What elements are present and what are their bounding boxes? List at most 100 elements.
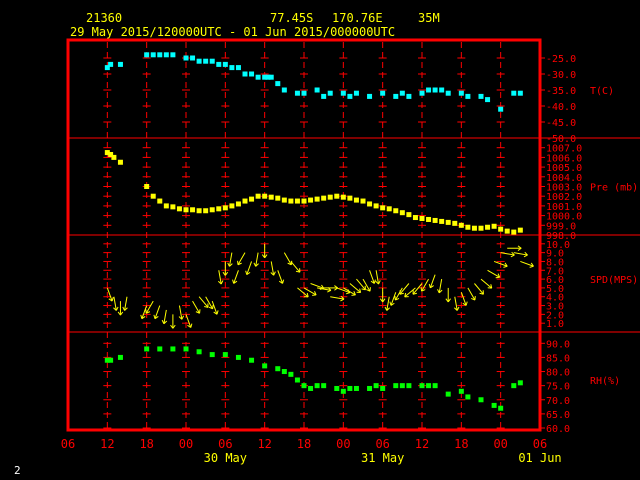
wind-arrow-shaft	[317, 287, 331, 291]
wind-arrow-shaft	[185, 314, 192, 328]
wind-arrow	[153, 305, 161, 320]
wind-arrow	[245, 261, 253, 276]
temperature-point	[347, 93, 353, 99]
wind-arrow-head	[261, 254, 266, 259]
pressure-point	[504, 228, 510, 234]
wind-arrow-head	[386, 307, 391, 311]
wind-arrow-head	[170, 324, 174, 329]
temperature-point	[327, 90, 333, 96]
temperature-point	[393, 93, 399, 99]
wind-arrow	[399, 283, 410, 295]
wind-arrow-head	[465, 301, 468, 306]
wind-arrow	[261, 243, 268, 259]
station-height: 35M	[418, 11, 440, 25]
humidity-point	[491, 402, 497, 408]
pressure-point	[340, 194, 346, 200]
wind-arrow-head	[163, 320, 168, 325]
wind-arrow-head	[430, 285, 434, 289]
pressure-point	[314, 196, 320, 202]
wind-arrow-head	[117, 311, 121, 316]
temperature-point	[216, 61, 222, 67]
wind-arrow-head	[428, 283, 431, 288]
pressure-point	[275, 195, 281, 201]
y-tick-label: 1000.0	[546, 212, 582, 223]
wind-arrow-shaft	[283, 252, 292, 266]
pressure-point	[216, 206, 222, 212]
wind-arrow	[412, 283, 423, 295]
pressure-point	[399, 210, 405, 216]
y-tick-label: 998.0	[546, 231, 576, 242]
y-tick-label: 1004.0	[546, 173, 582, 184]
wind-arrow-head	[153, 314, 156, 319]
wind-arrow-head	[220, 280, 224, 285]
y-tick-label: 1001.0	[546, 202, 582, 213]
wind-arrow	[222, 261, 229, 276]
y-tick-label: 90.0	[546, 339, 570, 350]
date-label: 30 May	[204, 451, 247, 465]
wind-arrow	[227, 252, 233, 267]
pressure-point	[262, 193, 268, 199]
pressure-point	[203, 208, 209, 214]
humidity-point	[419, 383, 425, 389]
temperature-point	[517, 90, 523, 96]
pressure-point	[452, 220, 458, 226]
pressure-point	[108, 151, 114, 157]
pressure-point	[353, 197, 359, 203]
pressure-point	[176, 206, 182, 212]
wind-arrow-shaft	[404, 287, 416, 298]
temperature-point	[340, 90, 346, 96]
y-tick-label: 2.0	[546, 310, 564, 321]
pressure-point	[458, 222, 464, 228]
wind-arrow-shaft	[154, 305, 161, 319]
y-tick-label: 10.0	[546, 240, 570, 251]
temperature-point	[209, 58, 215, 64]
humidity-point	[321, 383, 327, 389]
wind-arrow-shaft	[228, 252, 233, 267]
plot-frame	[66, 38, 542, 432]
wind-arrow-head	[353, 291, 356, 296]
humidity-point	[117, 354, 123, 360]
wind-arrow	[349, 283, 362, 293]
wind-arrow-head	[287, 262, 292, 266]
wind-arrow-head	[161, 319, 165, 324]
wind-arrow-head	[471, 297, 476, 301]
wind-arrow-head	[453, 307, 458, 311]
temperature-point	[281, 87, 287, 93]
wind-arrow-head	[233, 280, 238, 284]
date-label: 01 Jun	[518, 451, 561, 465]
y-tick-label: 999.0	[546, 221, 576, 232]
x-tick-label: 18	[454, 437, 468, 451]
wind-arrow-shaft	[303, 287, 317, 296]
wind-arrow	[460, 292, 468, 306]
wind-arrow-head	[345, 292, 351, 295]
y-tick-label: 3.0	[546, 302, 564, 313]
humidity-point	[314, 383, 320, 389]
wind-arrow-head	[178, 316, 183, 320]
wind-arrow-head	[412, 292, 418, 295]
pressure-point	[380, 205, 386, 211]
temperature-point	[144, 52, 150, 58]
pressure-point	[327, 194, 333, 200]
wind-arrow-head	[204, 305, 209, 308]
pressure-point	[465, 224, 471, 230]
y-tick-label: 4.0	[546, 293, 564, 304]
wind-arrow-head	[229, 263, 233, 267]
wind-arrow-shaft	[386, 296, 390, 311]
wind-arrow-head	[462, 302, 467, 306]
wind-arrow	[290, 261, 301, 273]
temperature-panel-label: T(C)	[590, 86, 614, 97]
wind-arrow-head	[222, 271, 226, 276]
wind-arrow-shaft	[375, 270, 380, 285]
wind-arrow-head	[124, 307, 128, 311]
wind-arrow	[170, 314, 176, 329]
wind-arrow-head	[497, 273, 501, 278]
pressure-point	[183, 207, 189, 213]
wind-arrow	[198, 296, 209, 308]
pressure-point	[157, 198, 163, 204]
wind-arrow-head	[172, 324, 176, 329]
wind-arrow-head	[395, 297, 400, 301]
wind-arrow-shaft	[390, 292, 397, 306]
wind-arrow-head	[111, 297, 114, 302]
humidity-point	[347, 385, 353, 391]
